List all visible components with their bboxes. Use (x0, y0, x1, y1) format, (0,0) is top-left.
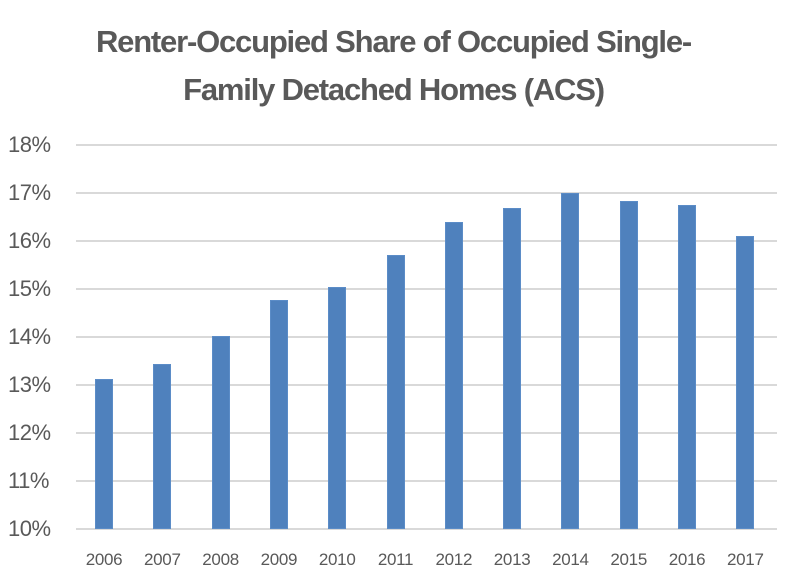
x-axis-tick-label: 2007 (143, 550, 181, 569)
x-axis-tick-label: 2012 (435, 550, 473, 569)
chart-title-line-1: Renter-Occupied Share of Occupied Single… (95, 24, 692, 59)
x-axis-tick-label: 2015 (610, 550, 647, 569)
bar-2017 (736, 236, 755, 529)
y-axis-tick-label: 12% (8, 420, 51, 445)
x-axis-tick-label: 2009 (260, 550, 298, 569)
bar-2012 (444, 221, 463, 529)
bar-2010 (328, 287, 347, 529)
gridline (76, 336, 777, 338)
bar-2009 (269, 300, 288, 529)
x-axis-tick-label: 2008 (202, 550, 239, 569)
y-axis-tick-label: 13% (8, 372, 51, 397)
y-axis-tick-label: 14% (8, 324, 51, 349)
bar-2011 (386, 254, 405, 529)
bar-2016 (678, 205, 696, 529)
y-axis-tick-label: 10% (8, 516, 51, 541)
y-axis-tick-label: 16% (8, 228, 51, 253)
bar-2006 (95, 378, 113, 529)
gridline (76, 288, 777, 290)
y-axis-tick-label: 15% (8, 276, 51, 301)
gridline (76, 432, 777, 434)
x-axis-tick-label: 2014 (552, 550, 589, 569)
gridline (76, 384, 777, 386)
x-axis-tick-label: 2010 (318, 550, 356, 569)
y-axis-tick-label: 17% (8, 180, 51, 205)
chart-title-line-2: Family Detached Homes (ACS) (183, 72, 605, 107)
bar-2007 (153, 363, 172, 529)
bar-2013 (503, 207, 522, 529)
gridline (76, 144, 777, 146)
gridline (76, 192, 777, 194)
bar-2008 (211, 336, 230, 529)
x-axis-tick-label: 2006 (85, 550, 123, 569)
y-axis-tick-label: 11% (8, 468, 49, 493)
x-axis-tick-label: 2013 (493, 550, 531, 569)
y-axis-tick-label: 18% (8, 132, 51, 157)
bar-2015 (619, 201, 638, 529)
gridline (76, 240, 777, 242)
gridline (76, 480, 777, 482)
x-axis-tick-label: 2016 (668, 550, 706, 569)
gridline (76, 528, 777, 530)
bar-2014 (561, 193, 580, 529)
chart-title: Renter-Occupied Share of Occupied Single… (0, 18, 787, 114)
x-axis-tick-label: 2017 (726, 550, 764, 569)
x-axis-tick-label: 2011 (377, 550, 414, 569)
